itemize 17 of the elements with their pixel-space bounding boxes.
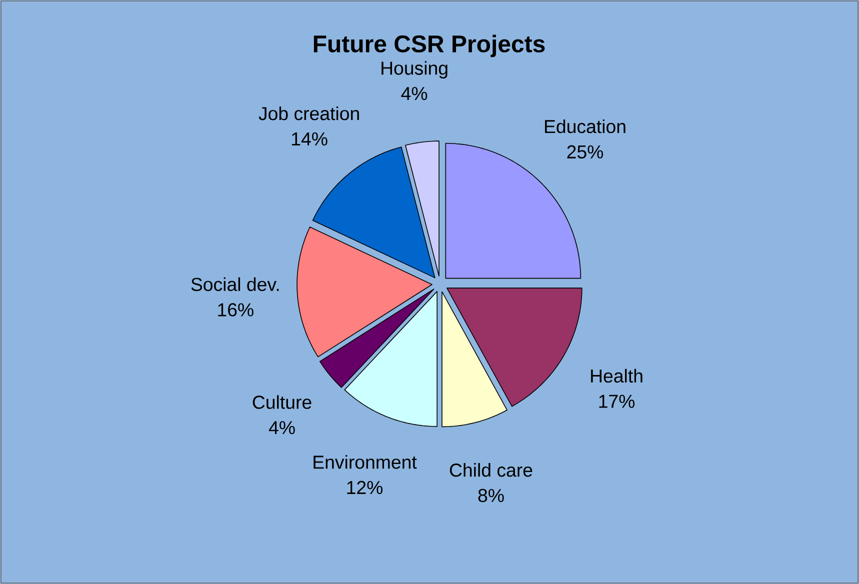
data-label: 4% bbox=[268, 421, 295, 434]
data-label: 8% bbox=[478, 488, 504, 502]
data-label: 12% bbox=[347, 480, 383, 494]
slice-label: Job creation bbox=[258, 106, 359, 120]
slice-label: Health bbox=[591, 368, 642, 383]
data-label: 17% bbox=[599, 394, 635, 408]
slice-label: Education bbox=[545, 119, 626, 134]
data-label: 25% bbox=[567, 145, 604, 159]
data-label: 4% bbox=[401, 86, 428, 100]
slice-label: Housing bbox=[382, 61, 448, 78]
data-label: 14% bbox=[292, 132, 328, 146]
slice-label: Child care bbox=[450, 463, 532, 477]
slice-label: Social dev. bbox=[191, 277, 279, 292]
slice-label: Environment bbox=[314, 455, 417, 469]
chart-title: Future CSR Projects bbox=[314, 34, 545, 58]
data-label: 16% bbox=[218, 303, 254, 316]
slice-label: Culture bbox=[252, 395, 312, 409]
